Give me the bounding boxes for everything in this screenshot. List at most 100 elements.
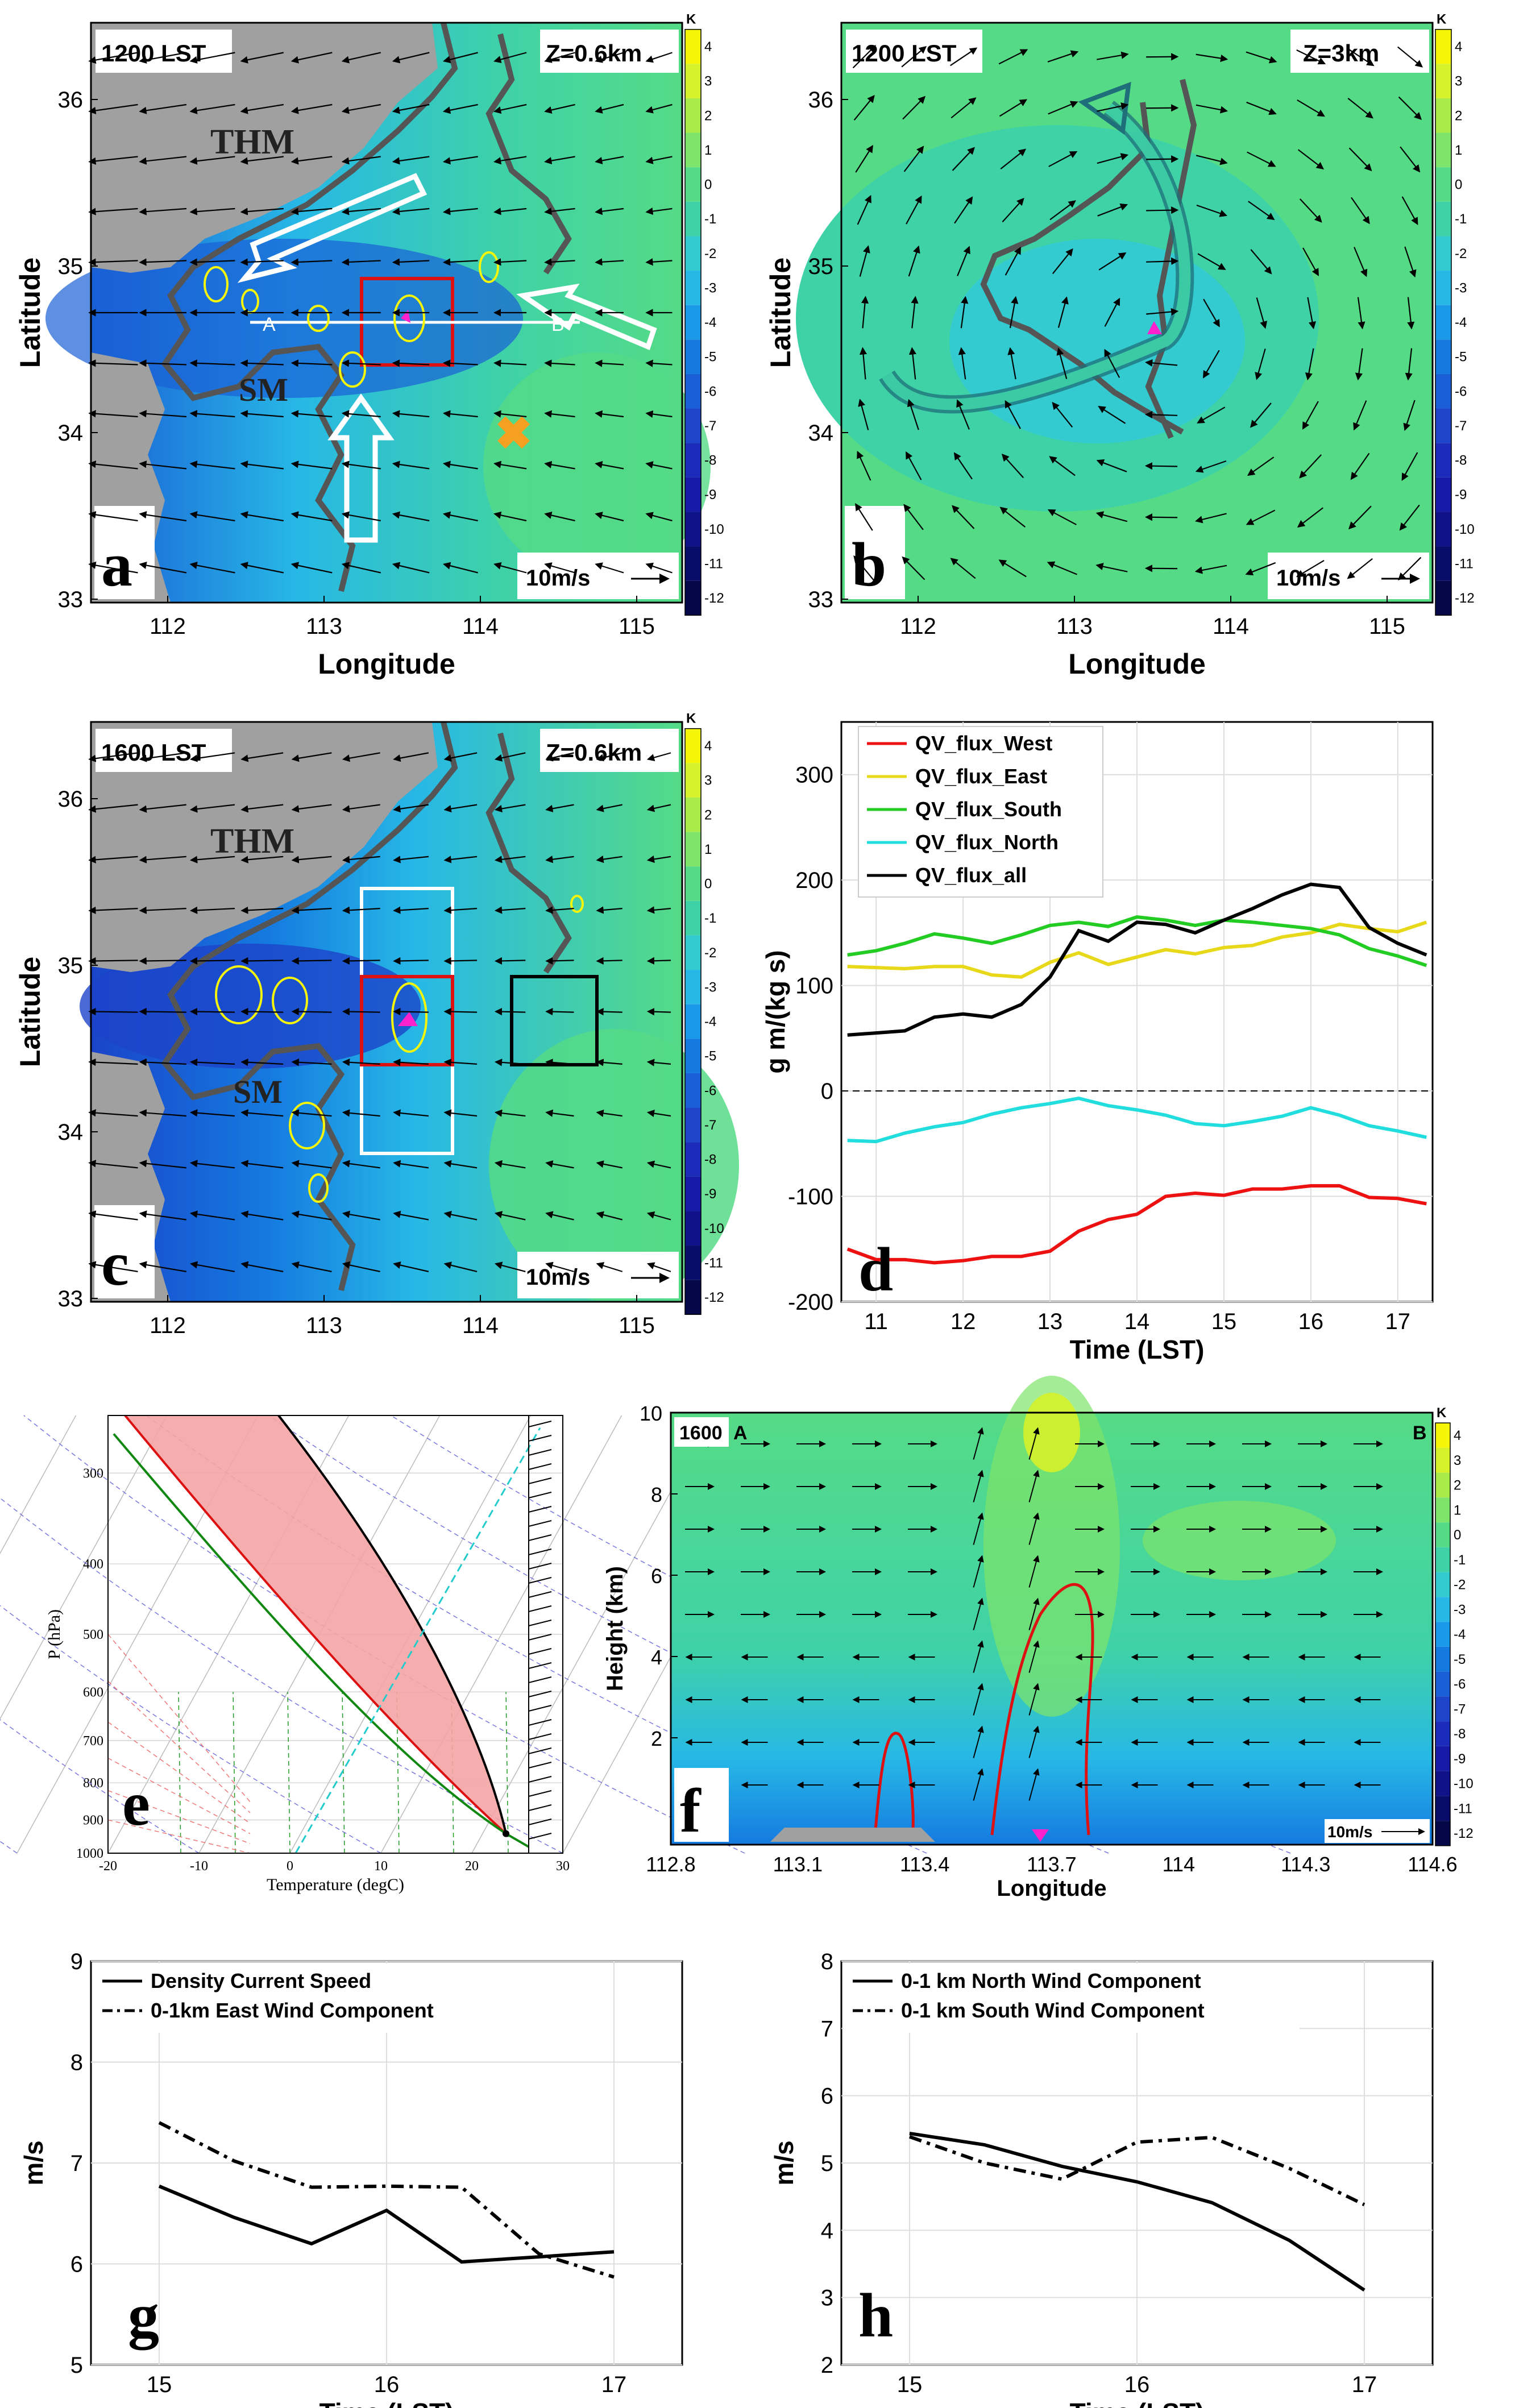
wind-vector bbox=[1299, 198, 1322, 223]
wind-vector bbox=[494, 752, 526, 762]
wind-vector bbox=[290, 258, 333, 266]
wind-vector bbox=[290, 207, 333, 215]
colorbar-tick: 2 bbox=[1455, 108, 1462, 123]
wind-vector bbox=[973, 1683, 984, 1716]
lat-tick-label: 36 bbox=[808, 88, 834, 113]
wind-vector bbox=[139, 1160, 186, 1169]
x-tick-label: 15 bbox=[1211, 1309, 1237, 1334]
colorbar-tick: -8 bbox=[1454, 1726, 1466, 1742]
colorbar-swatch bbox=[1435, 1721, 1450, 1746]
wind-vector bbox=[1047, 509, 1077, 525]
colorbar-tick: 3 bbox=[704, 773, 712, 788]
panel-g: 15 16 17 9 8 7 6 5 Density Current Speed 0-1km Ea… bbox=[19, 1949, 683, 2408]
colorbar-tick: -12 bbox=[704, 591, 724, 606]
colorbar-swatch bbox=[1435, 64, 1451, 98]
lon-tick-label: 114 bbox=[1163, 1853, 1195, 1876]
legend-label: QV_flux_East bbox=[915, 765, 1047, 788]
wind-vector bbox=[342, 752, 380, 762]
panel-b-time: 1200 LST bbox=[852, 40, 957, 67]
colorbar-swatch bbox=[685, 408, 701, 443]
colorbar-swatch bbox=[1435, 236, 1451, 271]
y-tick-label: 7 bbox=[821, 2016, 833, 2041]
wind-vector bbox=[973, 1597, 984, 1630]
wind-vector bbox=[88, 906, 138, 914]
wind-vector bbox=[646, 1160, 671, 1169]
wind-vector bbox=[139, 1007, 186, 1016]
x-tick-label: 17 bbox=[601, 2372, 627, 2397]
wind-vector bbox=[908, 245, 920, 277]
colorbar-b: 4 3 2 1 0 -1 -2 -3 -4 -5 -6 -7 -8 -9 -10 -11 -12 K bbox=[1435, 12, 1475, 616]
wind-vector bbox=[906, 451, 922, 480]
wind-vector bbox=[1247, 151, 1276, 167]
wind-vector bbox=[1305, 348, 1314, 381]
wind-vector bbox=[189, 103, 235, 114]
wind-vector bbox=[139, 156, 187, 165]
y-tick-label: 0 bbox=[821, 1079, 833, 1104]
wind-vector bbox=[595, 156, 624, 164]
y-tick-label: 200 bbox=[795, 868, 833, 893]
wind-vector bbox=[855, 144, 873, 173]
panel-a: A B ✖ THM SM 1200 LST Z=0.6km a 10m/s 36… bbox=[14, 22, 711, 680]
legend-label: QV_flux_North bbox=[915, 831, 1059, 854]
wind-vector bbox=[393, 1261, 429, 1272]
wind-vector bbox=[1049, 456, 1076, 476]
wind-vector bbox=[544, 512, 575, 522]
colorbar-swatch bbox=[1435, 1821, 1450, 1846]
lon-tick-label: 113.1 bbox=[773, 1853, 823, 1876]
wind-vector bbox=[645, 512, 673, 522]
height-tick-label: 4 bbox=[651, 1646, 662, 1669]
colorbar-tick: -4 bbox=[704, 315, 716, 330]
colorbar-swatch bbox=[685, 1107, 701, 1143]
wind-vector bbox=[1353, 400, 1367, 431]
colorbar-tick: 0 bbox=[704, 177, 712, 193]
wind-vector bbox=[189, 1058, 235, 1066]
wind-vector bbox=[903, 146, 924, 172]
wind-vector bbox=[88, 207, 138, 215]
wind-vector bbox=[902, 96, 926, 120]
panel-b-xlabel: Longitude bbox=[1068, 648, 1206, 680]
colorbar-swatch bbox=[1435, 373, 1451, 409]
wind-vector bbox=[139, 856, 186, 863]
colorbar-swatch bbox=[1435, 1622, 1450, 1647]
wind-vector bbox=[1405, 348, 1413, 381]
colorbar-swatch bbox=[1435, 1746, 1450, 1771]
y-tick-label: -200 bbox=[788, 1290, 833, 1315]
wind-vector bbox=[646, 855, 671, 863]
colorbar-tick: -9 bbox=[1454, 1751, 1466, 1767]
colorbar-swatch bbox=[1435, 546, 1451, 581]
wind-vector bbox=[88, 156, 138, 165]
wind-vector bbox=[392, 359, 430, 367]
wind-vector bbox=[493, 410, 527, 418]
colorbar-swatch bbox=[685, 1176, 701, 1211]
wind-vector bbox=[342, 1058, 380, 1066]
colorbar-swatch bbox=[685, 373, 701, 409]
wind-vector bbox=[1197, 253, 1226, 270]
wind-vector bbox=[950, 558, 976, 579]
y-tick-label: 6 bbox=[821, 2084, 833, 2109]
wind-vector bbox=[139, 906, 186, 914]
wind-vector bbox=[393, 906, 429, 914]
wind-vector bbox=[494, 1058, 526, 1066]
wind-vector bbox=[442, 460, 478, 470]
wind-vector bbox=[88, 752, 138, 762]
lat-tick-label: 33 bbox=[808, 587, 834, 612]
x-tick-label: 13 bbox=[1037, 1309, 1063, 1334]
wind-vector bbox=[341, 511, 381, 522]
lat-tick-label: 33 bbox=[58, 587, 84, 612]
wind-vector bbox=[1246, 101, 1277, 115]
lat-tick-label: 34 bbox=[58, 1120, 84, 1145]
wind-vector bbox=[545, 804, 574, 812]
wind-vector bbox=[494, 1109, 526, 1117]
wind-vector bbox=[240, 359, 284, 367]
colorbar-tick: 1 bbox=[704, 143, 712, 158]
colorbar-swatch bbox=[1435, 201, 1451, 236]
wind-vector bbox=[341, 207, 381, 215]
colorbar-swatch bbox=[685, 477, 701, 512]
wind-vector bbox=[240, 460, 284, 470]
colorbar-tick: -5 bbox=[1455, 350, 1467, 365]
wind-vector bbox=[393, 856, 429, 863]
wind-vector bbox=[1047, 50, 1079, 63]
colorbar-swatch bbox=[685, 1280, 701, 1315]
series-line bbox=[847, 920, 1427, 979]
